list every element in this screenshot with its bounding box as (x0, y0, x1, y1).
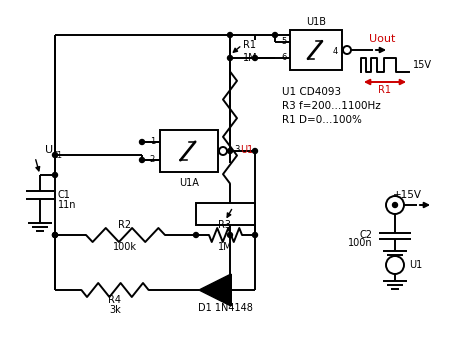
Text: U: U (45, 145, 53, 155)
Circle shape (53, 153, 57, 158)
Circle shape (253, 148, 257, 153)
Text: C2: C2 (360, 230, 373, 240)
Circle shape (343, 46, 351, 54)
Text: Uout: Uout (369, 34, 395, 44)
Text: 5: 5 (282, 37, 287, 45)
Polygon shape (199, 274, 231, 306)
Circle shape (193, 233, 199, 237)
Text: 1M: 1M (218, 242, 232, 252)
Circle shape (219, 147, 227, 155)
Circle shape (228, 233, 233, 237)
Text: C1: C1 (58, 190, 71, 200)
Circle shape (273, 33, 277, 38)
Text: C1: C1 (53, 151, 63, 159)
Text: 14: 14 (390, 201, 400, 209)
Text: R1 D=0...100%: R1 D=0...100% (282, 115, 362, 125)
Circle shape (139, 140, 145, 144)
Text: R1: R1 (243, 40, 256, 50)
Circle shape (392, 202, 398, 208)
Text: R3 f=200...1100Hz: R3 f=200...1100Hz (282, 101, 381, 111)
Circle shape (139, 158, 145, 163)
Text: 100n: 100n (348, 238, 373, 248)
Text: 1M: 1M (243, 53, 258, 63)
Text: +15V: +15V (393, 190, 422, 200)
Circle shape (53, 173, 57, 178)
Text: 11n: 11n (58, 200, 76, 210)
Text: 6: 6 (282, 53, 287, 61)
Text: U1: U1 (409, 260, 422, 270)
Bar (196, 203, 255, 225)
Text: 1: 1 (150, 137, 155, 146)
Circle shape (386, 256, 404, 274)
Circle shape (53, 233, 57, 237)
Text: 3: 3 (234, 146, 239, 154)
Bar (290, 30, 342, 70)
Circle shape (228, 148, 233, 153)
Text: R1: R1 (379, 85, 392, 95)
Text: R2: R2 (118, 220, 132, 230)
Text: R3: R3 (219, 220, 231, 230)
Text: U1 CD4093: U1 CD4093 (282, 87, 341, 97)
Text: 100k: 100k (113, 242, 137, 252)
Circle shape (228, 33, 233, 38)
Text: 15V: 15V (413, 60, 432, 70)
Text: R4: R4 (109, 295, 121, 305)
Text: 2: 2 (150, 154, 155, 164)
Text: U1: U1 (240, 145, 253, 155)
Text: U1A: U1A (179, 178, 199, 188)
Text: 3k: 3k (109, 305, 121, 315)
Circle shape (228, 55, 233, 60)
Text: D1 1N4148: D1 1N4148 (198, 303, 253, 313)
Bar (160, 130, 218, 172)
Circle shape (386, 196, 404, 214)
Circle shape (253, 55, 257, 60)
Circle shape (53, 233, 57, 237)
Circle shape (253, 233, 257, 237)
Text: 4: 4 (333, 47, 338, 55)
Text: U1B: U1B (306, 17, 326, 27)
Text: 7: 7 (392, 261, 397, 269)
